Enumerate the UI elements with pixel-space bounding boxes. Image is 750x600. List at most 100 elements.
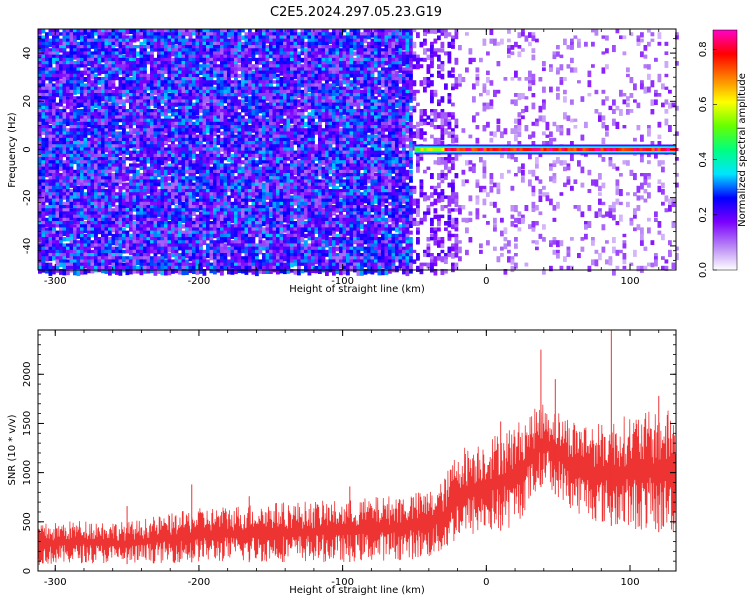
spectrogram-cell bbox=[69, 41, 74, 46]
spectrogram-cell bbox=[118, 105, 123, 110]
spectrogram-cell bbox=[223, 64, 228, 68]
spectrogram-cell bbox=[62, 54, 67, 59]
spectrogram-cell bbox=[195, 221, 200, 226]
spectrogram-cell bbox=[258, 131, 263, 138]
spectrogram-cell bbox=[283, 205, 287, 211]
spectrogram-cell bbox=[76, 99, 81, 104]
spectrogram-cell bbox=[251, 201, 256, 206]
spectrogram-cell bbox=[279, 29, 284, 33]
spectrogram-cell bbox=[38, 80, 42, 86]
spectrogram-cell bbox=[199, 125, 203, 130]
spectrogram-cell bbox=[132, 54, 137, 60]
spectrogram-cell bbox=[269, 198, 273, 205]
spectrogram-cell bbox=[118, 150, 123, 156]
spectrogram-cell bbox=[129, 86, 133, 91]
spectrogram-cell bbox=[213, 249, 217, 255]
spectrogram-cell bbox=[122, 38, 126, 42]
spectrogram-cell bbox=[111, 89, 116, 94]
spectrogram-cell bbox=[272, 67, 277, 73]
spectrogram-cell bbox=[41, 77, 46, 82]
spectrogram-cell bbox=[87, 166, 91, 172]
spectrogram-cell bbox=[94, 67, 98, 73]
spectrogram-cell bbox=[202, 211, 207, 216]
spectrogram-cell bbox=[269, 118, 273, 123]
spectrogram-cell bbox=[181, 163, 186, 170]
spectrogram-cell bbox=[178, 125, 182, 131]
spectrogram-cell bbox=[153, 179, 158, 185]
spectrogram-cell bbox=[111, 253, 116, 257]
spectrogram-cell bbox=[181, 237, 186, 242]
spectrogram-cell bbox=[178, 227, 182, 233]
spectrogram-cell bbox=[52, 233, 56, 238]
spectrogram-cell bbox=[139, 109, 144, 114]
spectrogram-cell bbox=[153, 109, 158, 116]
spectrogram-cell bbox=[45, 157, 49, 161]
spectrogram-cell bbox=[272, 153, 277, 160]
spectrogram-cell bbox=[216, 208, 221, 215]
spectrogram-cell bbox=[251, 115, 256, 121]
spectrogram-cell bbox=[153, 243, 158, 249]
spectrogram-cell bbox=[129, 57, 133, 63]
spectrogram-cell bbox=[157, 141, 161, 145]
spectrogram-cell bbox=[38, 233, 42, 240]
spectrogram-cell bbox=[272, 121, 277, 126]
spectrogram-cell bbox=[244, 262, 249, 268]
spectrogram-cell bbox=[41, 160, 46, 165]
spectrogram-cell bbox=[206, 227, 210, 233]
spectrogram-cell bbox=[279, 70, 284, 76]
spectrogram-cell bbox=[160, 121, 165, 127]
spectrogram-cell bbox=[216, 105, 221, 113]
spectrogram-cell bbox=[241, 77, 245, 82]
spectrogram-cell bbox=[185, 64, 189, 68]
spectrogram-cell bbox=[174, 208, 179, 213]
spectrogram-cell bbox=[55, 77, 60, 82]
spectrogram-cell bbox=[255, 198, 259, 205]
spectrogram-cell bbox=[73, 150, 77, 155]
spectrogram-cell bbox=[255, 173, 259, 177]
spectrogram-cell bbox=[220, 83, 224, 90]
spectrogram-cell bbox=[153, 112, 158, 119]
spectrogram-cell bbox=[167, 134, 172, 141]
spectrogram-cell bbox=[248, 189, 252, 193]
spectrogram-cell bbox=[286, 112, 291, 118]
spectrogram-cell bbox=[206, 109, 210, 113]
spectrogram-cell bbox=[269, 125, 273, 129]
spectrogram-cell bbox=[174, 214, 179, 218]
spectrogram-cell bbox=[178, 73, 182, 78]
spectrogram-cell bbox=[178, 144, 182, 149]
spectrogram-cell bbox=[269, 169, 273, 174]
spectrogram-cell bbox=[90, 125, 95, 129]
spectrogram-cell bbox=[59, 86, 63, 91]
spectrogram-cell bbox=[283, 189, 287, 193]
spectrogram-cell bbox=[45, 131, 49, 138]
spectrogram-cell bbox=[185, 128, 189, 132]
spectrogram-cell bbox=[52, 35, 56, 41]
spectrogram-cell bbox=[73, 64, 77, 70]
spectrogram-cell bbox=[202, 147, 207, 151]
spectrogram-cell bbox=[181, 121, 186, 128]
spectrogram-cell bbox=[227, 102, 231, 107]
spectrogram-cell bbox=[83, 99, 88, 104]
spectrogram-cell bbox=[195, 198, 200, 205]
spectrogram-cell bbox=[164, 153, 168, 160]
spectrogram-cell bbox=[108, 221, 112, 226]
spectrogram-cell bbox=[118, 141, 123, 146]
spectrogram-cell bbox=[185, 77, 189, 82]
figure-title: C2E5.2024.297.05.23.G19 bbox=[270, 5, 442, 20]
spectrogram-cell bbox=[195, 227, 200, 234]
spectrogram-cell bbox=[167, 61, 172, 66]
spectrogram-cell bbox=[167, 102, 172, 107]
spectrogram-cell bbox=[129, 102, 133, 108]
spectrogram-cell bbox=[129, 144, 133, 149]
spectrogram-cell bbox=[213, 112, 217, 117]
spectrogram-cell bbox=[223, 112, 228, 119]
spectrogram-cell bbox=[202, 99, 207, 104]
spectrogram-cell bbox=[97, 131, 102, 136]
spectrogram-cell bbox=[111, 77, 116, 82]
spectrogram-cell bbox=[269, 134, 273, 139]
spectrogram-cell bbox=[62, 189, 67, 196]
spectrogram-cell bbox=[153, 131, 158, 138]
spectrogram-cell bbox=[230, 64, 235, 68]
spectrogram-cell bbox=[279, 64, 284, 71]
spectrogram-cell bbox=[220, 243, 224, 248]
